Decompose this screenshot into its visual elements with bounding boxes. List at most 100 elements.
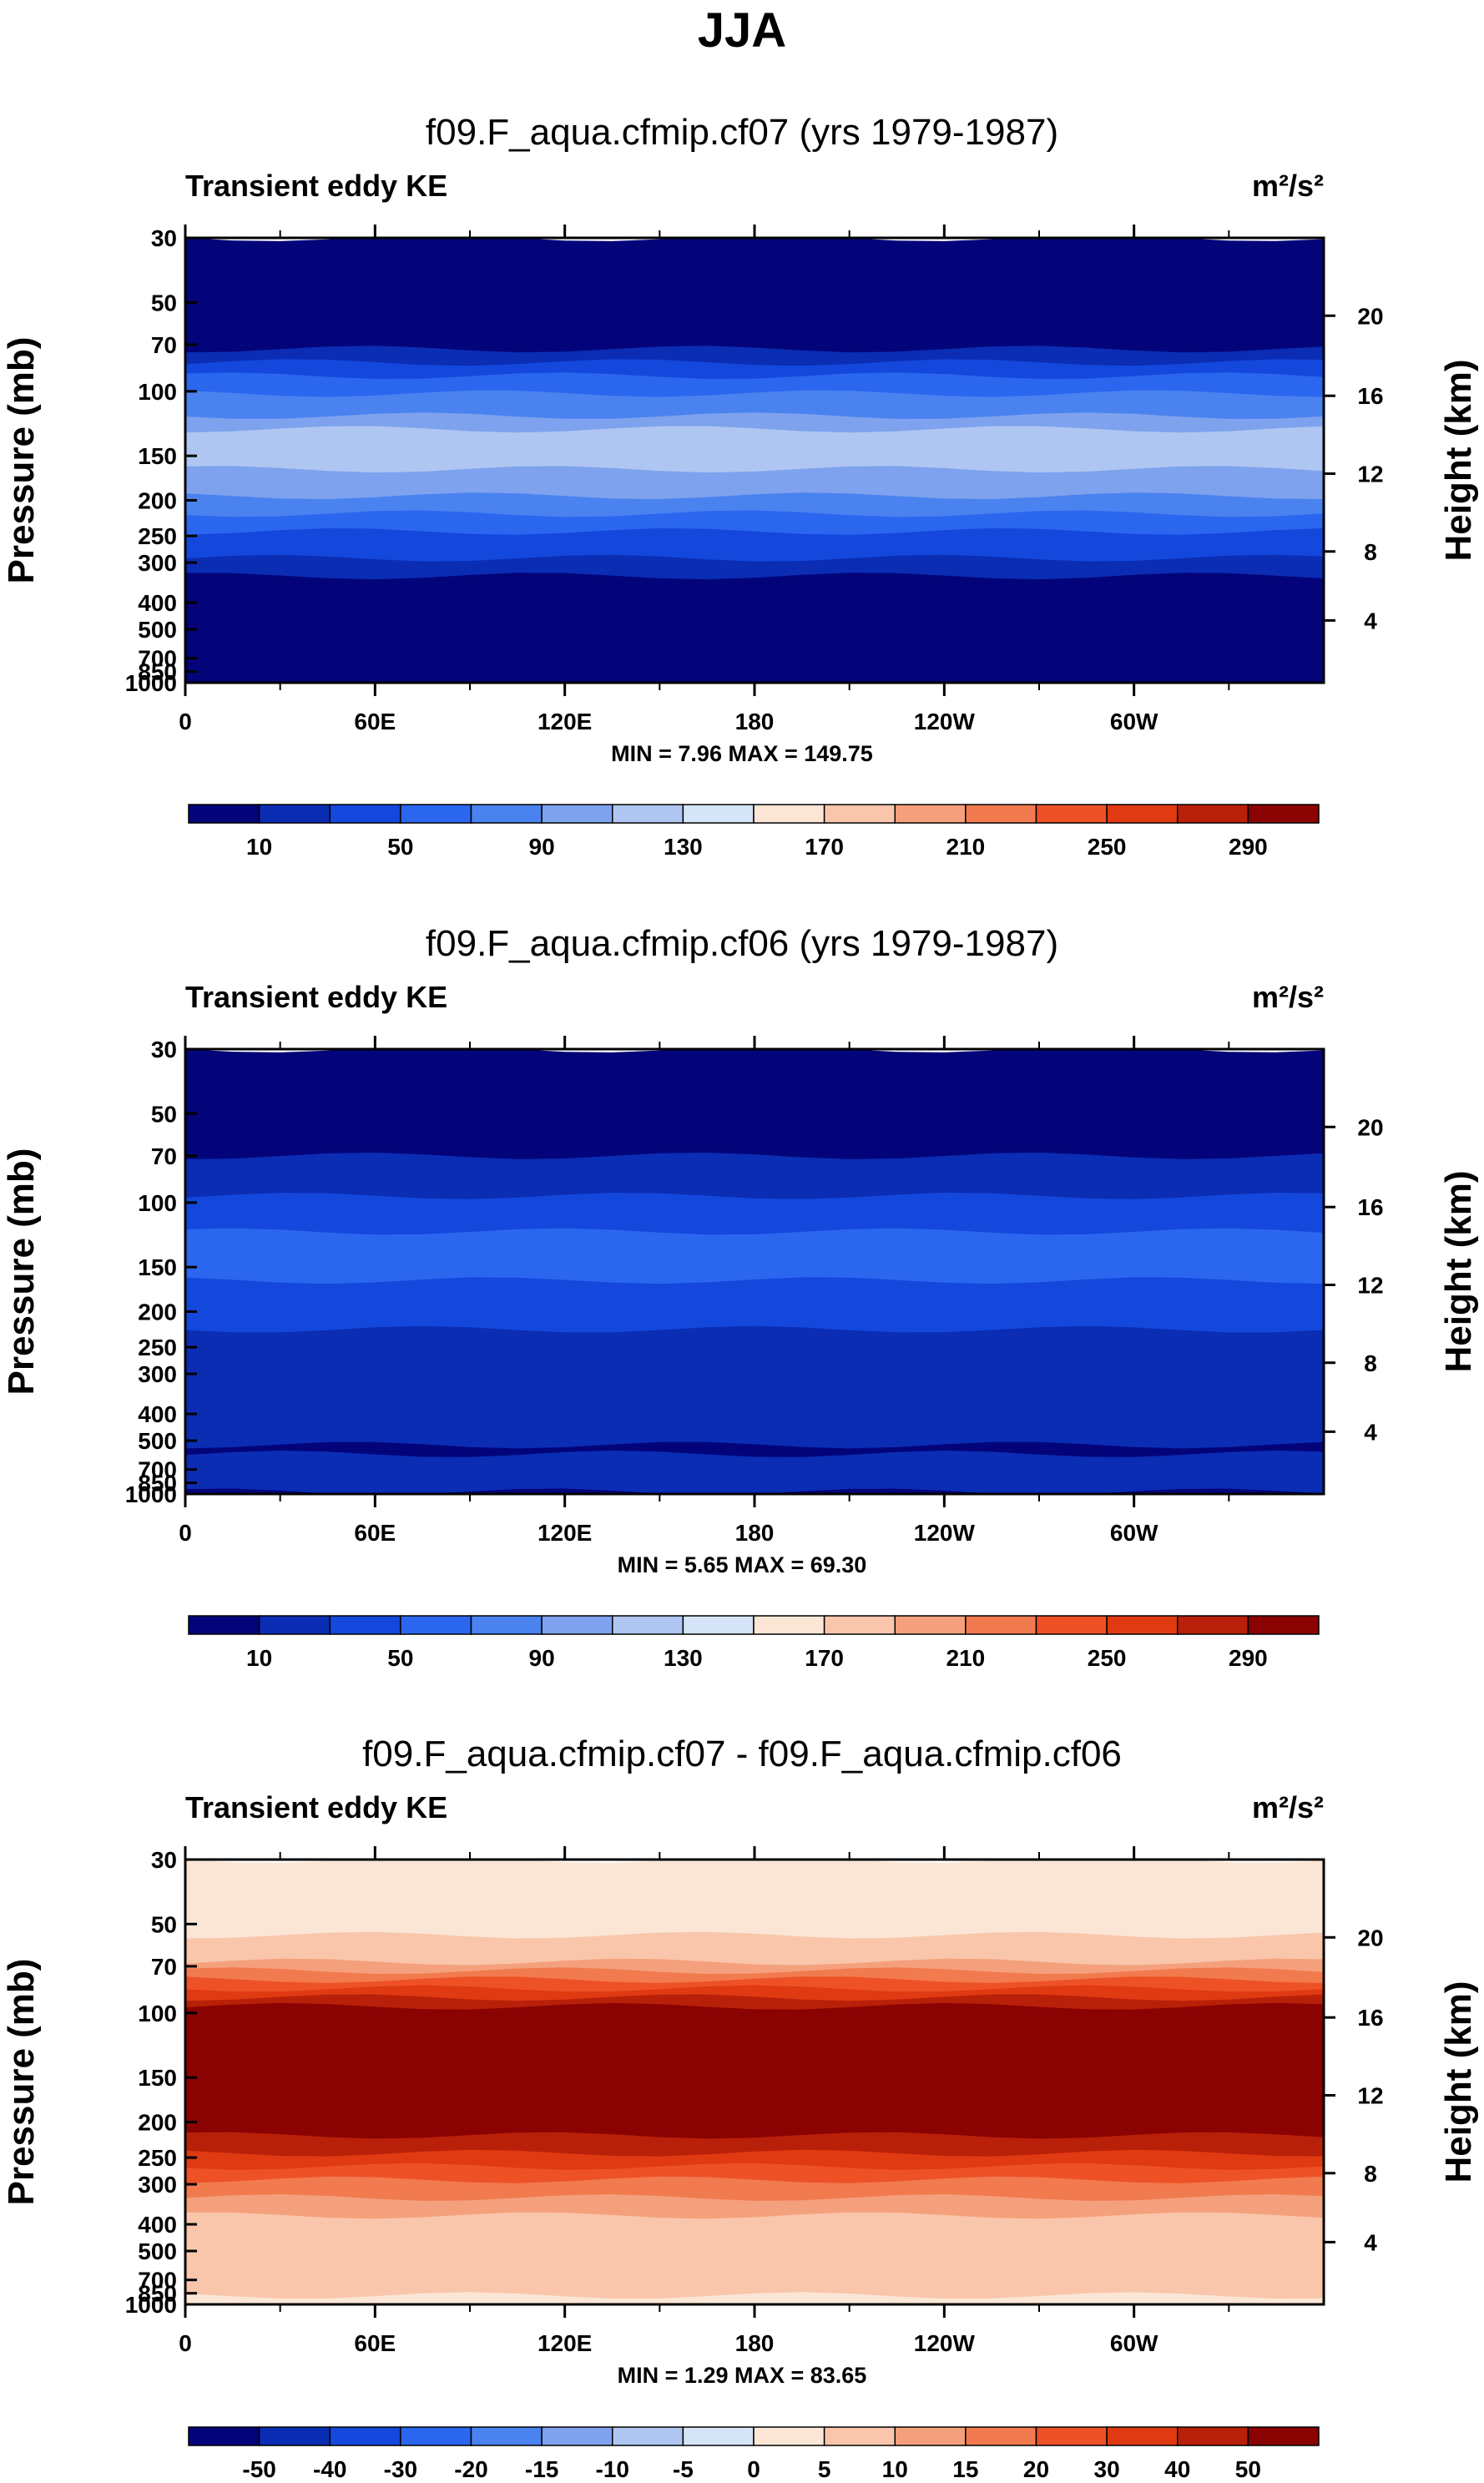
y-axis-label: Pressure (mb) — [1, 1959, 42, 2206]
panel-1: f09.F_aqua.cfmip.cf07 (yrs 1979-1987) Tra… — [1, 112, 1479, 860]
y-right-tick-label: 8 — [1364, 539, 1377, 565]
colorbar-label: 50 — [1235, 2456, 1261, 2482]
y-right-tick-label: 4 — [1364, 608, 1377, 633]
contour-fills — [185, 1049, 1324, 1494]
colorbar-swatch — [329, 2426, 401, 2446]
colorbar-label: -40 — [313, 2456, 346, 2482]
colorbar-swatch — [682, 1615, 755, 1635]
y-tick-label: 50 — [151, 1911, 177, 1937]
x-tick-label: 120W — [914, 1520, 976, 1546]
y-tick-label: 500 — [138, 2238, 177, 2264]
y-tick-label: 500 — [138, 617, 177, 643]
colorbar-swatch — [329, 1615, 401, 1635]
y-right-axis-label: Height (km) — [1438, 1171, 1479, 1373]
colorbar-swatch — [1177, 1615, 1249, 1635]
y-tick-label: 200 — [138, 2109, 177, 2135]
colorbar-swatch — [1106, 2426, 1179, 2446]
contour-band — [185, 2176, 1324, 2205]
y-tick-label: 200 — [138, 1299, 177, 1325]
colorbar-swatch — [823, 1615, 896, 1635]
y-tick-label: 70 — [151, 1143, 177, 1169]
colorbar-swatch — [1106, 804, 1179, 824]
colorbar-label: 290 — [1229, 1645, 1268, 1671]
panel-3: f09.F_aqua.cfmip.cf07 - f09.F_aqua.cfmip… — [1, 1734, 1479, 2482]
units-label: m²/s² — [1252, 1790, 1324, 1824]
x-tick-label: 60E — [354, 1520, 396, 1546]
contour-fills — [185, 1860, 1324, 2304]
y-tick-label: 850 — [138, 1471, 177, 1496]
contour-band — [185, 1049, 1324, 1163]
colorbar-label: 10 — [246, 834, 272, 860]
colorbar-swatch — [753, 804, 825, 824]
colorbar-swatch — [400, 1615, 472, 1635]
colorbar-swatch — [188, 804, 260, 824]
colorbar-swatch — [612, 804, 684, 824]
x-tick-label: 180 — [735, 1520, 775, 1546]
y-tick-label: 400 — [138, 1401, 177, 1427]
colorbar-label: -50 — [242, 2456, 275, 2482]
colorbar-swatch — [470, 2426, 543, 2446]
y-tick-label: 1000 — [125, 2292, 177, 2318]
panels: f09.F_aqua.cfmip.cf07 (yrs 1979-1987) Tra… — [1, 112, 1479, 2482]
colorbar-swatch — [188, 2426, 260, 2446]
contour-band — [185, 2212, 1324, 2303]
colorbar-swatch — [541, 1615, 613, 1635]
colorbar-swatch — [753, 1615, 825, 1635]
y-tick-label: 400 — [138, 590, 177, 616]
contour-band — [185, 1860, 1324, 1942]
y-tick-label: 700 — [138, 1457, 177, 1483]
y-tick-label: 100 — [138, 2001, 177, 2026]
colorbar-label: 210 — [946, 834, 986, 860]
panel-title: f09.F_aqua.cfmip.cf07 (yrs 1979-1987) — [426, 112, 1058, 153]
colorbar: -50 -40 -30 -20 -15 -10 -5 0 5 10 15 20 30 40 50 — [188, 2426, 1320, 2482]
y-tick-label: 200 — [138, 487, 177, 513]
colorbar-swatch — [894, 2426, 967, 2446]
colorbar-swatch — [470, 1615, 543, 1635]
x-tick-label: 60E — [354, 709, 396, 734]
colorbar-label: 250 — [1088, 834, 1127, 860]
colorbar-label: 250 — [1088, 1645, 1127, 1671]
y-tick-label: 30 — [151, 1847, 177, 1873]
colorbar-swatch — [1177, 2426, 1249, 2446]
colorbar-label: 130 — [664, 834, 703, 860]
colorbar-swatch — [541, 804, 613, 824]
colorbar-swatch — [188, 1615, 260, 1635]
colorbar-label: 20 — [1023, 2456, 1049, 2482]
colorbar-label: -30 — [384, 2456, 417, 2482]
y-tick-label: 400 — [138, 2212, 177, 2238]
panel-subtitle: Transient eddy KE — [185, 1790, 447, 1824]
colorbar-label: 50 — [387, 1645, 413, 1671]
x-tick-label: 180 — [735, 709, 775, 734]
contour-band — [185, 1488, 1324, 1494]
colorbar-label: 50 — [387, 834, 413, 860]
y-tick-label: 700 — [138, 646, 177, 672]
panel-subtitle: Transient eddy KE — [185, 169, 447, 203]
colorbar-swatch — [1247, 1615, 1320, 1635]
colorbar-swatch — [612, 1615, 684, 1635]
colorbar-label: 15 — [952, 2456, 978, 2482]
x-tick-label: 120E — [538, 1520, 592, 1546]
contour-band — [185, 1451, 1324, 1494]
colorbar-swatch — [1035, 1615, 1108, 1635]
colorbar-label: 210 — [946, 1645, 986, 1671]
y-right-tick-label: 20 — [1357, 1114, 1383, 1140]
colorbar-swatch — [470, 804, 543, 824]
y-right-tick-label: 16 — [1357, 1194, 1383, 1220]
colorbar-swatch — [1177, 804, 1249, 824]
y-tick-label: 1000 — [125, 670, 177, 696]
y-tick-label: 150 — [138, 2065, 177, 2091]
y-right-axis-label: Height (km) — [1438, 1981, 1479, 2183]
panel-subtitle: Transient eddy KE — [185, 980, 447, 1014]
x-tick-label: 60E — [354, 2330, 396, 2356]
x-tick-label: 120W — [914, 2330, 976, 2356]
x-tick-label: 120W — [914, 709, 976, 734]
y-right-tick-label: 4 — [1364, 2229, 1377, 2255]
colorbar-label: -15 — [525, 2456, 558, 2482]
y-axis-label: Pressure (mb) — [1, 337, 42, 584]
y-axis-label: Pressure (mb) — [1, 1148, 42, 1395]
y-tick-label: 300 — [138, 550, 177, 576]
colorbar-label: 90 — [529, 834, 555, 860]
colorbar-label: -5 — [673, 2456, 694, 2482]
min-max-label: MIN = 7.96 MAX = 149.75 — [611, 741, 873, 766]
y-tick-label: 250 — [138, 2145, 177, 2171]
